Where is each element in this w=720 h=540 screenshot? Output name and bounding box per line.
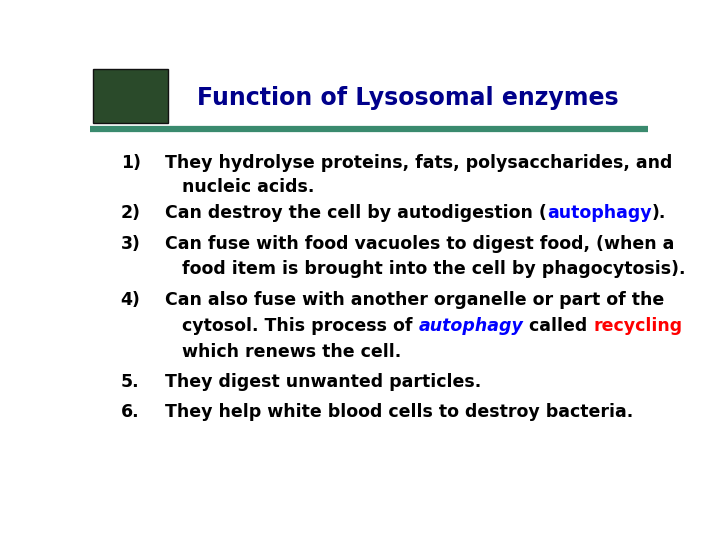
Text: 6.: 6. — [121, 403, 139, 421]
Text: 5.: 5. — [121, 373, 139, 390]
Text: called: called — [523, 316, 594, 334]
Text: 4): 4) — [121, 291, 140, 309]
Text: Can also fuse with another organelle or part of the: Can also fuse with another organelle or … — [166, 291, 665, 309]
FancyBboxPatch shape — [93, 69, 168, 123]
Text: autophagy: autophagy — [547, 204, 652, 222]
Text: food item is brought into the cell by phagocytosis).: food item is brought into the cell by ph… — [182, 260, 685, 279]
Text: They help white blood cells to destroy bacteria.: They help white blood cells to destroy b… — [166, 403, 634, 421]
Text: 1): 1) — [121, 153, 140, 172]
Text: autophagy: autophagy — [418, 316, 523, 334]
Text: ).: ). — [652, 204, 666, 222]
Text: recycling: recycling — [594, 316, 683, 334]
Text: Can fuse with food vacuoles to digest food, (when a: Can fuse with food vacuoles to digest fo… — [166, 234, 675, 253]
Text: Can destroy the cell by autodigestion (: Can destroy the cell by autodigestion ( — [166, 204, 547, 222]
Text: Function of Lysosomal enzymes: Function of Lysosomal enzymes — [197, 86, 619, 110]
Text: which renews the cell.: which renews the cell. — [182, 343, 401, 361]
Text: 2): 2) — [121, 204, 140, 222]
Text: cytosol. This process of: cytosol. This process of — [182, 316, 418, 334]
Text: They digest unwanted particles.: They digest unwanted particles. — [166, 373, 482, 390]
Text: They hydrolyse proteins, fats, polysaccharides, and: They hydrolyse proteins, fats, polysacch… — [166, 153, 672, 172]
Text: nucleic acids.: nucleic acids. — [182, 178, 315, 197]
Text: 3): 3) — [121, 234, 140, 253]
